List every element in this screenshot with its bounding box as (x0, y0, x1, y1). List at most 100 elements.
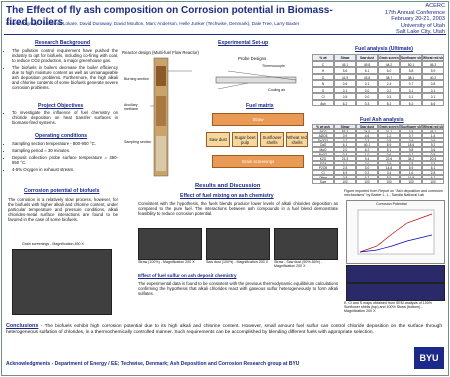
bullet: Sampling section temperature - 800-900 °… (12, 141, 118, 146)
rule (4, 34, 446, 35)
table-cell: 5.9 (422, 67, 444, 74)
table-cell: 49.8 (356, 60, 378, 67)
table-cell: 0.7 (400, 80, 422, 87)
table-cell: 38.7 (378, 73, 400, 80)
table-cell: 2.0 (334, 147, 356, 152)
heading: Project Objectives (38, 103, 84, 109)
table-cell: 31.2 (378, 128, 400, 134)
heading: Research Background (35, 40, 91, 46)
reactor-label: Burning section (124, 77, 149, 81)
fuel-box: Wheat red shells (286, 132, 308, 147)
caption: K, Cl and S maps obtained from SEM analy… (344, 301, 432, 314)
table-cell: 5.8 (400, 67, 422, 74)
table-cell: 0.2 (400, 151, 422, 157)
fuel-box: Straw (212, 113, 304, 126)
figure-note: Figure imported from Report on "Ash depo… (344, 189, 443, 198)
table-cell: 1.4 (422, 133, 444, 138)
table-cell: Sum (312, 179, 334, 184)
table-cell: 2.8 (422, 170, 444, 175)
table-cell: 3.8 (400, 128, 422, 134)
table-cell: 5.9 (400, 165, 422, 170)
table-cell: 6.7 (356, 174, 378, 180)
table-cell: Ash (312, 99, 334, 106)
table-header: Sunflower shells (400, 124, 422, 129)
table-header: Saw dust (356, 124, 378, 129)
table-cell: 0.6 (378, 151, 400, 157)
table-cell: 0.7 (334, 137, 356, 143)
heading: Fuel Ash analysis (360, 117, 404, 123)
conclusions-label: Conclusions (6, 323, 39, 329)
heading: Operating conditions (35, 133, 88, 139)
table-cell: 2.4 (378, 80, 400, 87)
heading: Effect of fuel sulfur on ash deposit che… (138, 273, 237, 278)
table-cell: Fe2O3 (312, 137, 334, 143)
table-cell: O (312, 73, 334, 80)
table-cell: 0.1 (356, 80, 378, 87)
conf-line: ACERC (425, 3, 445, 9)
table-cell: 6.0 (378, 67, 400, 74)
acknowledgments: Acknowledgments - Department of Energy /… (6, 361, 300, 367)
table-cell: 9.4 (356, 156, 378, 161)
bullets: Sampling section temperature - 800-900 °… (6, 141, 118, 174)
table-cell: 46.3 (422, 60, 444, 67)
table-cell: 0.9 (422, 137, 444, 143)
figure-plot (357, 209, 435, 255)
table-cell: 38.1 (400, 73, 422, 80)
table-cell: 24.5 (356, 128, 378, 134)
table-header: Grain screen (378, 54, 400, 61)
table-cell: 5.2 (400, 99, 422, 106)
table-cell: 0.1 (422, 86, 444, 93)
fuel-box: Grain screenings (212, 155, 304, 168)
table-cell: 0.5 (422, 151, 444, 157)
table-header: % wt ash (312, 124, 334, 129)
bullets: The pollution control requirement have p… (6, 48, 118, 93)
table-cell: Cl (312, 93, 334, 100)
table-cell: 1.6 (400, 170, 422, 175)
table-cell: 22.6 (378, 156, 400, 161)
table-cell: 3.4 (378, 170, 400, 175)
reactor-diagram (150, 57, 192, 177)
probe-label: Thermocouple (262, 64, 285, 68)
table-cell: 0.8 (334, 174, 356, 180)
probe-label: Cooling air (268, 88, 286, 92)
paragraph: The experimental data is found to be con… (138, 281, 338, 297)
table-cell: 0.5 (334, 93, 356, 100)
authors: Research group - Shrinivas Lokare, David… (6, 21, 300, 26)
table-cell: 34.2 (400, 156, 422, 161)
table-cell: Na2O (312, 151, 334, 157)
sem-image (274, 228, 338, 260)
table-cell: 44.2 (378, 60, 400, 67)
conf-line: Salt Lake City, Utah (395, 29, 445, 36)
conference: ACERC 17th Annual Conference February 20… (360, 3, 445, 36)
table-cell: SO3 (312, 160, 334, 166)
caption: Saw dust (100%) - Magnification 200 X (206, 260, 269, 264)
table-header: Grain screen (378, 124, 400, 129)
table-header: Saw dust (356, 54, 378, 61)
table-header: Sunflower shells (400, 54, 422, 61)
heading: Fuel analysis (Ultimate) (355, 46, 413, 52)
paragraph: The corrosion is a relatively slow proce… (8, 197, 118, 223)
fuel-box: Sunflower shells (260, 132, 284, 147)
table-header: Wheat red shells (422, 54, 444, 61)
table-header: Straw (334, 124, 356, 129)
table-cell: 5.1 (378, 147, 400, 152)
table-cell: 0.8 (378, 137, 400, 143)
table-cell: 0.9 (334, 133, 356, 138)
table-cell: 0.0 (356, 86, 378, 93)
sem-map (346, 265, 445, 283)
table-cell: 2.3 (356, 137, 378, 143)
table-cell: 5.6 (334, 67, 356, 74)
table-cell: 8.5 (378, 174, 400, 180)
figure-title: Corrosion Potential (376, 202, 407, 206)
table-cell: 100 (356, 179, 378, 184)
table-cell: 41.9 (334, 73, 356, 80)
table-cell: 7.5 (400, 160, 422, 166)
table-cell: 3.3 (422, 160, 444, 166)
table-cell: 6.1 (334, 142, 356, 147)
table-cell: 1.0 (356, 151, 378, 157)
table-cell: 6.2 (356, 147, 378, 152)
table-cell: 2.9 (378, 160, 400, 166)
table-cell: 40.1 (356, 142, 378, 147)
